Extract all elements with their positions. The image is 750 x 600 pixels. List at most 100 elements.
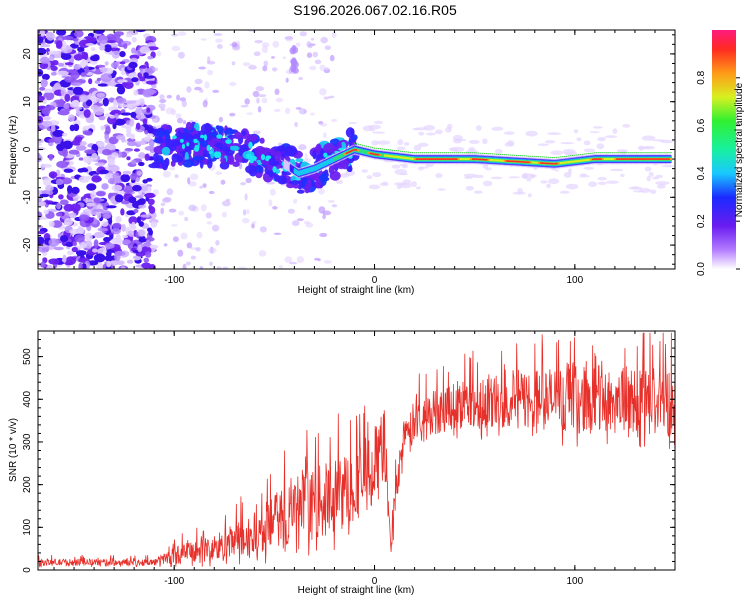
spectrogram-blob	[62, 140, 73, 150]
spectrogram-blob	[597, 137, 606, 142]
spectrogram-blob	[119, 61, 126, 65]
spectrogram-blob	[182, 120, 187, 125]
spectrogram-blob	[293, 198, 298, 204]
spectrogram-blob	[200, 204, 207, 212]
spectrogram-blob	[306, 41, 312, 48]
spectrogram-blob	[501, 154, 504, 155]
spectrogram-blob	[178, 210, 185, 216]
colorbar: 0.0 0.2 0.4 0.6 0.8 Normalized spectral ampl…	[696, 30, 745, 276]
spectrogram-blob	[186, 242, 193, 249]
spectrogram-blob	[407, 151, 410, 153]
colorbar-tick-label: 0.6	[696, 118, 707, 132]
spectrogram-blob	[348, 122, 358, 124]
snr-ytick-label: 100	[22, 519, 33, 536]
spectrogram-blob	[46, 264, 53, 269]
spectrogram-blob	[138, 204, 147, 209]
spectrogram-blob	[144, 89, 157, 95]
spectrogram-blob	[575, 154, 578, 156]
spectrogram-blob	[78, 262, 83, 269]
spectrogram-blob	[598, 152, 600, 154]
spectrogram-blob	[180, 138, 184, 143]
spectrogram-blob	[43, 88, 54, 94]
spectrogram-blob	[664, 152, 666, 154]
spectrogram-blob	[644, 152, 646, 154]
spectrogram-blob	[527, 161, 530, 164]
spectrogram-blob	[373, 147, 376, 149]
spectrogram-blob	[84, 65, 89, 74]
spectrogram-blob	[119, 104, 130, 108]
spectrogram-blob	[292, 67, 299, 74]
spectrogram-blob	[263, 60, 269, 67]
spectrogram-blob	[382, 181, 388, 185]
spectrogram-blob	[102, 97, 109, 107]
spectrogram-blob	[285, 145, 298, 157]
spectrogram-blob	[145, 192, 156, 199]
spectrogram-blob	[323, 152, 328, 158]
spectrogram-blob	[461, 152, 464, 154]
spectrogram-blob	[93, 197, 101, 203]
spectrogram-blob	[589, 131, 600, 134]
spectrogram-blob	[471, 152, 474, 154]
spectrogram-blob	[304, 184, 310, 194]
spectrogram-blob	[620, 173, 625, 178]
spectrogram-blob	[204, 81, 210, 89]
spectrogram-blob	[413, 144, 422, 151]
spectrogram-blob	[48, 138, 56, 143]
spectrogram-blob	[270, 148, 276, 156]
spectrogram-blob	[240, 104, 249, 108]
spectrogram-blob	[92, 208, 105, 213]
spectrogram-blob	[310, 112, 315, 116]
spectrogram-blob	[140, 214, 151, 218]
spectrogram-blob	[312, 149, 317, 160]
spectrogram-blob	[357, 149, 360, 152]
spectrogram-blob	[402, 179, 412, 185]
snr-xtick-label: 100	[566, 576, 583, 587]
spectrogram-blob	[39, 62, 49, 70]
spectrogram-blob	[62, 254, 67, 263]
spectrogram-blob	[296, 256, 304, 264]
spectrogram-blob	[540, 180, 548, 184]
spectrogram-blob	[199, 89, 204, 93]
spectrogram-blob	[171, 108, 176, 116]
spectrogram-blob	[331, 31, 337, 39]
spectrogram-blob	[120, 208, 125, 216]
spectrogram-blob	[666, 152, 668, 154]
spectrogram-blob	[443, 152, 446, 154]
spectrogram-blob	[331, 118, 338, 122]
spectrogram-blob	[128, 216, 138, 225]
spectrogram-blob	[656, 152, 658, 154]
spectrogram-blob	[329, 170, 341, 181]
spectrogram-blob	[69, 212, 77, 219]
spectrogram-blob	[274, 108, 281, 112]
spectrogram-blob	[479, 152, 482, 154]
spectrogram-blob	[103, 213, 111, 219]
spectrogram-blob	[377, 148, 380, 149]
spectrogram-blob	[135, 122, 141, 130]
spectrogram-blob	[389, 149, 392, 151]
spectrogram-blob	[527, 193, 532, 198]
spectrogram-blob	[345, 127, 355, 138]
spectrogram-blob	[38, 106, 44, 111]
spectrogram-blob	[314, 59, 322, 65]
spectrogram-blob	[457, 158, 460, 161]
spectrogram-blob	[71, 186, 80, 194]
spectrogram-blob	[655, 181, 670, 186]
spectrogram-blob	[323, 260, 332, 264]
spectrogram-blob	[261, 45, 268, 54]
spectrogram-blob	[379, 154, 382, 156]
spectrogram-blob	[65, 256, 76, 266]
spectrogram-blob	[427, 152, 430, 154]
spectrogram-blob	[72, 86, 84, 95]
spectrogram-blob	[258, 250, 267, 257]
spectrogram-blob	[55, 212, 63, 217]
spectrogram-blob	[83, 198, 94, 202]
spectrogram-blob	[96, 141, 105, 148]
spectrogram-blob	[291, 46, 299, 54]
spectrogram-blob	[120, 40, 132, 46]
spectrogram-blob	[84, 149, 96, 155]
spectrogram-blob	[202, 183, 207, 189]
spectrogram-blob	[571, 155, 574, 156]
spectrogram-blob	[147, 55, 154, 60]
spectrogram-blob	[287, 208, 295, 214]
spectrogram-blob	[181, 100, 187, 108]
